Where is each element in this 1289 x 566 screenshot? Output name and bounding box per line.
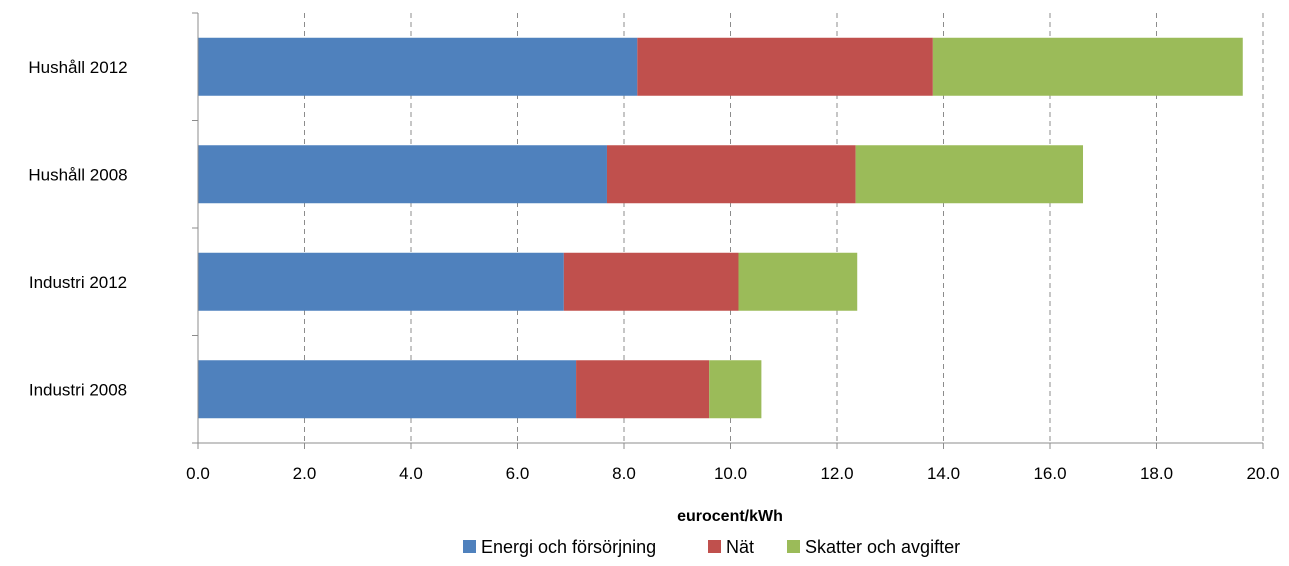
bar-segment: [198, 252, 564, 311]
bar-segment: [738, 252, 858, 311]
bar-segment: [709, 360, 762, 419]
category-label: Hushåll 2012: [28, 58, 127, 77]
legend-swatch: [708, 540, 721, 553]
x-tick-label: 14.0: [927, 464, 960, 483]
legend: Energi och försörjning Nät Skatter och avg…: [463, 537, 960, 557]
bar-segment: [637, 37, 933, 96]
legend-label: Nät: [726, 537, 754, 557]
category-label: Hushåll 2008: [28, 165, 127, 184]
category-label: Industri 2012: [29, 273, 127, 292]
bar-segment: [198, 145, 607, 204]
legend-swatch: [463, 540, 476, 553]
category-label: Industri 2008: [29, 380, 127, 399]
x-axis-title: eurocent/kWh: [677, 508, 783, 525]
x-tick-label: 6.0: [506, 464, 530, 483]
x-tick-label: 16.0: [1033, 464, 1066, 483]
legend-label: Energi och försörjning: [481, 537, 656, 557]
x-tick-label: 20.0: [1246, 464, 1279, 483]
x-tick-label: 12.0: [820, 464, 853, 483]
bar-segment: [563, 252, 739, 311]
bar-segment: [606, 145, 856, 204]
bar-segment: [855, 145, 1084, 204]
bar-segment: [198, 37, 638, 96]
axes: [192, 12, 1264, 449]
x-tick-label: 10.0: [714, 464, 747, 483]
bar-segment: [932, 37, 1243, 96]
x-tick-label: 8.0: [612, 464, 636, 483]
x-tick-label: 2.0: [293, 464, 317, 483]
category-labels: Hushåll 2012 Hushåll 2008 Industri 2012 Ind…: [28, 58, 127, 400]
bar-segment: [576, 360, 710, 419]
x-tick-labels: 0.0 2.0 4.0 6.0 8.0 10.0 12.0 14.0 16.0 18.0 20.0: [186, 464, 1279, 483]
x-tick-label: 18.0: [1140, 464, 1173, 483]
bar-segment: [198, 360, 577, 419]
bars: [198, 37, 1243, 419]
x-tick-label: 0.0: [186, 464, 210, 483]
x-tick-label: 4.0: [399, 464, 423, 483]
legend-label: Skatter och avgifter: [805, 537, 960, 557]
legend-swatch: [787, 540, 800, 553]
